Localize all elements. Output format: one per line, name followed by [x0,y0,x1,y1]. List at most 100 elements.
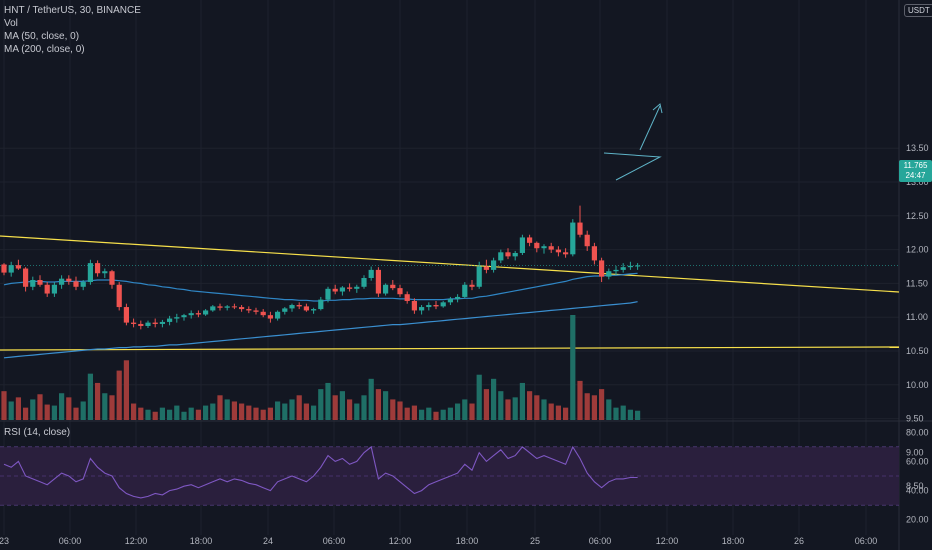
candle-body [102,271,108,274]
volume-bar [606,399,612,420]
time-tick-label: 23 [0,536,9,546]
candle-body [375,269,381,294]
volume-bar [527,391,533,420]
arrow-head-icon [652,103,663,114]
volume-bar [354,403,360,420]
candle-body [627,265,633,268]
time-tick-label: 06:00 [855,536,878,546]
volume-bar [159,407,165,420]
time-tick-label: 06:00 [323,536,346,546]
candle-body [167,318,173,322]
candle-body [390,284,396,289]
volume-bar [37,394,43,420]
candle-body [303,306,309,311]
volume-bar [476,374,482,420]
candle-body [606,271,612,277]
volume-bar [174,405,180,420]
time-tick-label: 18:00 [722,536,745,546]
price-tick-label: 8.50 [906,481,924,491]
candle-body [555,249,561,253]
volume-bar [555,405,561,420]
price-tick-label: 11.50 [906,278,928,288]
candle-body [433,305,439,307]
volume-bar [260,409,266,420]
trendline-horizontal[interactable] [0,346,900,351]
volume-bar [44,404,50,420]
rsi-line [3,445,638,499]
candle-body [635,265,641,267]
price-tick-label: 11.00 [906,312,928,322]
volume-bar [563,407,569,420]
time-tick-label: 06:00 [59,536,82,546]
candle-body [66,278,72,282]
volume-bar [375,389,381,420]
volume-bar [541,399,547,420]
candle-body [131,322,137,324]
candle-body [527,237,533,243]
candle-body [455,296,461,299]
candle-body [361,277,367,287]
volume-bar [390,399,396,420]
candle-body [80,282,86,287]
price-tick-label: 13.50 [906,143,929,153]
candle-body [397,288,403,295]
volume-bar [138,407,144,420]
volume-bar [318,389,324,420]
volume-bar [519,382,525,420]
rsi-indicator-label[interactable]: RSI (14, close) [4,427,71,438]
candle-body [30,280,36,287]
candle-body [534,242,540,249]
volume-bar [30,399,36,420]
candle-body [368,269,374,278]
time-tick-label: 12:00 [656,536,679,546]
volume-bar [296,395,302,420]
candle-body [519,237,525,253]
candle-body [15,265,21,269]
candle-body [152,322,158,324]
volume-bar [383,391,389,420]
candle-body [260,311,266,316]
price-tick-label: 12.50 [906,211,929,221]
candle-body [296,305,302,307]
volume-indicator-label[interactable]: Vol [4,18,18,29]
arrow-drawing[interactable] [639,105,661,151]
volume-bar [512,397,518,420]
candle-body [23,268,29,287]
volume-bar [620,405,626,420]
ma50-indicator-label[interactable]: MA (50, close, 0) [4,31,80,42]
rsi-tick-label: 40.00 [906,486,929,496]
candle-body [584,234,590,247]
symbol-title[interactable]: HNT / TetherUS, 30, BINANCE [4,5,141,16]
candle-body [339,287,345,292]
trendline-descending[interactable] [0,235,900,293]
volume-bar [455,403,461,420]
candle-body [246,309,252,311]
candle-body [138,323,144,326]
volume-bar [577,380,583,420]
volume-bar [239,403,245,420]
currency-badge[interactable]: USDT [904,4,932,17]
candle-body [354,286,360,289]
triangle-pattern-drawing[interactable] [603,152,662,181]
candle-body [512,252,518,257]
price-tick-label: 12.00 [906,245,929,255]
candle-body [239,307,245,310]
volume-bar [152,411,158,420]
volume-bar [102,393,108,420]
candle-body [44,284,50,294]
volume-bar [339,391,345,420]
ma200-indicator-label[interactable]: MA (200, close, 0) [4,44,85,55]
price-tick-label: 10.50 [906,346,929,356]
time-tick-label: 25 [530,536,540,546]
volume-bar [534,395,540,420]
volume-bar [267,407,273,420]
volume-bar [498,391,504,420]
volume-bar [332,395,338,420]
candle-body [210,306,216,311]
volume-bar [311,405,317,420]
volume-bar [591,395,597,420]
volume-bar [8,401,14,420]
candle-body [87,263,93,283]
price-tick-label: 13.00 [906,177,929,187]
